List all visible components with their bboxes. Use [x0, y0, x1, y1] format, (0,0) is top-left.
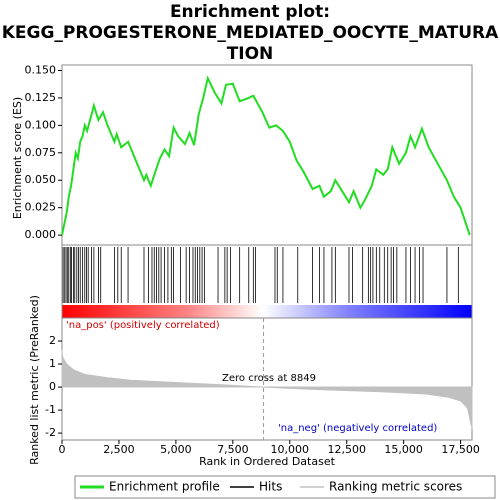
legend-label: Ranking metric scores — [329, 480, 462, 494]
y-tick-label: 0.075 — [25, 146, 57, 159]
legend — [74, 475, 496, 499]
annotation: 'na_pos' (positively correlated) — [66, 320, 220, 331]
annotation: 'na_neg' (negatively correlated) — [278, 423, 437, 434]
x-tick-label: 12,500 — [327, 443, 366, 456]
chart-title: TION — [227, 44, 274, 64]
chart-title: Enrichment plot: — [170, 2, 330, 22]
metric-area — [61, 350, 473, 429]
y-tick-label: -1 — [45, 403, 56, 416]
y-tick-label: 0.000 — [25, 228, 57, 241]
y-axis-label: Ranked list metric (PreRanked) — [28, 295, 41, 465]
y-tick-label: 0 — [49, 380, 56, 393]
y-tick-label: 2 — [49, 334, 56, 347]
x-tick-label: 17,500 — [441, 443, 480, 456]
y-tick-label: -2 — [45, 426, 56, 439]
x-axis-label: Rank in Ordered Dataset — [199, 455, 336, 468]
x-tick-label: 7,500 — [217, 443, 249, 456]
y-tick-label: 0.050 — [25, 173, 57, 186]
legend-label: Enrichment profile — [109, 480, 220, 494]
x-tick-label: 0 — [59, 443, 66, 456]
color-bar — [62, 305, 472, 318]
legend-label: Hits — [259, 480, 282, 494]
y-tick-label: 0.100 — [25, 118, 57, 131]
y-tick-label: 1 — [49, 357, 56, 370]
x-tick-label: 15,000 — [384, 443, 423, 456]
x-tick-label: 2,500 — [103, 443, 135, 456]
y-tick-label: 0.125 — [25, 91, 57, 104]
y-tick-label: 0.150 — [25, 63, 57, 76]
x-tick-label: 10,000 — [271, 443, 310, 456]
chart-title: KEGG_PROGESTERONE_MEDIATED_OOCYTE_MATURA — [2, 23, 499, 43]
x-tick-label: 5,000 — [160, 443, 192, 456]
y-axis-label: Enrichment score (ES) — [11, 97, 24, 219]
y-tick-label: 0.025 — [25, 201, 57, 214]
annotation: Zero cross at 8849 — [222, 373, 316, 384]
enrichment-line — [61, 75, 471, 236]
